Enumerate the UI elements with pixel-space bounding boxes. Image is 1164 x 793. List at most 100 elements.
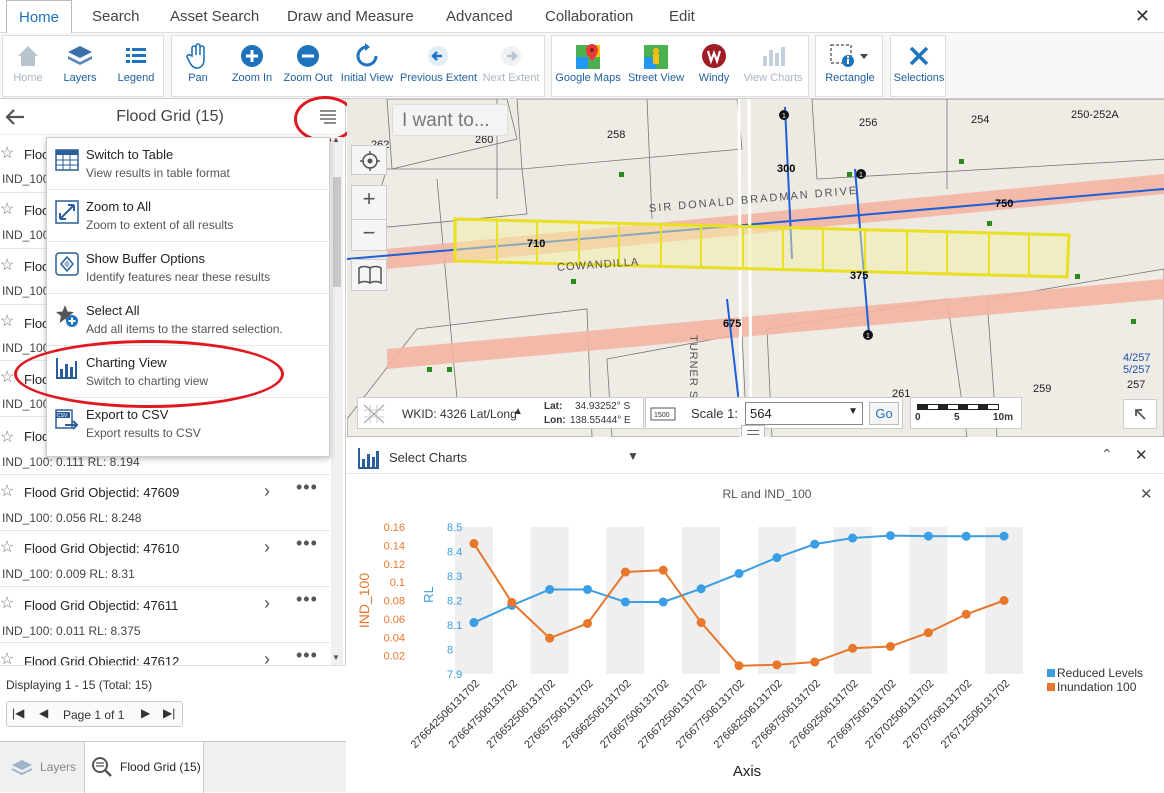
chevron-right-icon[interactable]: › — [264, 593, 270, 613]
chevron-right-icon[interactable]: › — [264, 649, 270, 665]
tab-collaboration[interactable]: Collaboration — [545, 8, 634, 25]
chevron-up-icon[interactable]: ⌃ — [1101, 446, 1113, 462]
map-zoom-in-icon[interactable]: + — [362, 186, 376, 211]
x-tick-label: 276677506131702 — [674, 678, 747, 751]
next-page-icon[interactable]: ▶ — [141, 706, 151, 720]
chart-band — [757, 527, 796, 674]
star-icon[interactable]: ☆ — [0, 595, 15, 612]
y-right-tick-label: 8.4 — [447, 547, 462, 559]
first-page-icon[interactable]: |◀ — [12, 706, 25, 720]
star-icon[interactable]: ☆ — [0, 257, 15, 274]
tab-flood-grid-bottom[interactable]: Flood Grid (15) — [84, 742, 204, 793]
list-item[interactable]: ☆ Floo IND_100: 0.111 RL: 8.194 — [0, 417, 330, 475]
home-button[interactable]: Home — [7, 40, 49, 84]
list-item[interactable]: ☆ Flood Grid Objectid: 47611 IND_100: 0.01… — [0, 587, 330, 643]
star-icon[interactable]: ☆ — [0, 369, 15, 386]
wkid-dropdown-icon[interactable]: ▲ — [513, 406, 523, 417]
expand-map-button[interactable] — [1123, 399, 1157, 429]
list-scrollbar[interactable]: ▲ ▼ — [331, 135, 343, 665]
star-icon[interactable]: ☆ — [0, 483, 15, 500]
tab-search[interactable]: Search — [92, 8, 140, 25]
scalebar-label: 10m — [993, 412, 1014, 423]
next-extent-button[interactable]: Next Extent — [482, 40, 540, 84]
selections-label: Selections — [893, 72, 945, 84]
star-icon[interactable]: ☆ — [0, 145, 15, 162]
layers-icon — [11, 760, 33, 776]
map-zoom-out-icon[interactable]: − — [352, 219, 386, 251]
panel-header: Flood Grid (15) — [0, 96, 356, 142]
scale-select[interactable]: 564 ▼ — [745, 402, 863, 425]
scroll-up-arrow-icon[interactable]: ▲ — [332, 135, 340, 144]
scale-go-button[interactable]: Go — [869, 402, 899, 425]
menu-item-switch-to-table[interactable]: Switch to Table View results in table fo… — [47, 138, 331, 190]
view-charts-button[interactable]: View Charts — [742, 40, 804, 84]
menu-item-select-all[interactable]: Select All Add all items to the starred … — [47, 294, 331, 346]
data-point — [658, 597, 668, 607]
chevron-right-icon[interactable]: › — [264, 481, 270, 501]
buffer-icon — [55, 252, 79, 276]
list-item-detail: IND_100 — [2, 284, 50, 298]
menu-item-export-to-csv[interactable]: CSV Export to CSV Export results to CSV — [47, 398, 331, 450]
zoom-extent-icon — [55, 200, 79, 224]
data-point — [545, 584, 555, 594]
list-item[interactable]: ☆ Flood Grid Objectid: 47612 › ••• — [0, 643, 330, 665]
back-arrow-icon[interactable] — [4, 107, 26, 127]
windy-button[interactable]: Windy — [692, 40, 736, 84]
wkid-selector[interactable]: WKID: 4326 Lat/Long — [402, 407, 517, 421]
google-maps-button[interactable]: Google Maps — [554, 40, 622, 84]
x-tick-label: 276687506131702 — [749, 678, 822, 751]
tab-draw-and-measure[interactable]: Draw and Measure — [287, 8, 414, 25]
more-options-icon[interactable]: ••• — [296, 645, 318, 665]
tab-home[interactable]: Home — [6, 0, 72, 34]
lat-value: 34.93252° S — [575, 401, 631, 412]
svg-text:1: 1 — [859, 172, 863, 179]
menu-item-zoom-to-all[interactable]: Zoom to All Zoom to extent of all result… — [47, 190, 331, 242]
more-options-icon[interactable]: ••• — [296, 533, 318, 553]
close-icon[interactable]: ✕ — [1134, 6, 1150, 26]
initial-view-button[interactable]: Initial View — [339, 40, 395, 84]
chevron-right-icon[interactable]: › — [264, 537, 270, 557]
previous-page-icon[interactable]: ◀ — [39, 706, 49, 720]
tab-asset-search[interactable]: Asset Search — [170, 8, 260, 25]
scalebar-graphic — [917, 404, 999, 410]
chevron-down-icon[interactable]: ▼ — [627, 449, 639, 463]
last-page-icon[interactable]: ▶| — [163, 706, 176, 720]
select-charts-dropdown[interactable]: Select Charts — [389, 450, 468, 465]
map-view[interactable]: 111 260 258 256 254 250-252A 262 300 750… — [347, 99, 1164, 437]
list-item-detail: IND_100: 0.056 RL: 8.248 — [2, 511, 142, 525]
layers-button[interactable]: Layers — [57, 40, 103, 84]
more-options-icon[interactable]: ••• — [296, 477, 318, 497]
star-icon[interactable]: ☆ — [0, 539, 15, 556]
previous-extent-button[interactable]: Previous Extent — [400, 40, 477, 84]
x-tick-label: 276697506131702 — [825, 678, 898, 751]
more-options-icon[interactable]: ••• — [296, 589, 318, 609]
legend-button[interactable]: Legend — [115, 40, 157, 84]
scrollbar-thumb[interactable] — [333, 177, 341, 287]
zoom-out-button[interactable]: Zoom Out — [282, 40, 334, 84]
close-chart-icon[interactable]: ✕ — [1140, 486, 1153, 503]
menu-item-show-buffer-options[interactable]: Show Buffer Options Identify features ne… — [47, 242, 331, 294]
next-extent-label: Next Extent — [482, 72, 540, 84]
locate-button[interactable] — [351, 145, 387, 175]
tab-layers-bottom[interactable]: Layers — [4, 754, 80, 782]
scroll-down-arrow-icon[interactable]: ▼ — [332, 653, 340, 662]
selections-button[interactable]: Selections — [893, 40, 945, 84]
close-icon[interactable]: ✕ — [1135, 447, 1148, 464]
i-want-to-input[interactable]: I want to... — [392, 104, 508, 136]
rectangle-button[interactable]: Rectangle — [820, 40, 880, 84]
bookmarks-button[interactable] — [351, 259, 387, 291]
pan-button[interactable]: Pan — [178, 40, 218, 84]
panel-resize-handle[interactable] — [741, 425, 765, 437]
star-icon[interactable]: ☆ — [0, 313, 15, 330]
street-view-button[interactable]: Street View — [626, 40, 686, 84]
zoom-in-button[interactable]: Zoom In — [230, 40, 274, 84]
list-item[interactable]: ☆ Flood Grid Objectid: 47610 IND_100: 0.00… — [0, 531, 330, 587]
star-icon[interactable]: ☆ — [0, 651, 15, 665]
y-right-tick-label: 7.9 — [447, 669, 462, 681]
tab-edit[interactable]: Edit — [669, 8, 695, 25]
list-item[interactable]: ☆ Flood Grid Objectid: 47609 IND_100: 0.05… — [0, 475, 330, 531]
star-icon[interactable]: ☆ — [0, 201, 15, 218]
data-point — [848, 643, 858, 653]
tab-advanced[interactable]: Advanced — [446, 8, 513, 25]
star-icon[interactable]: ☆ — [0, 429, 15, 446]
